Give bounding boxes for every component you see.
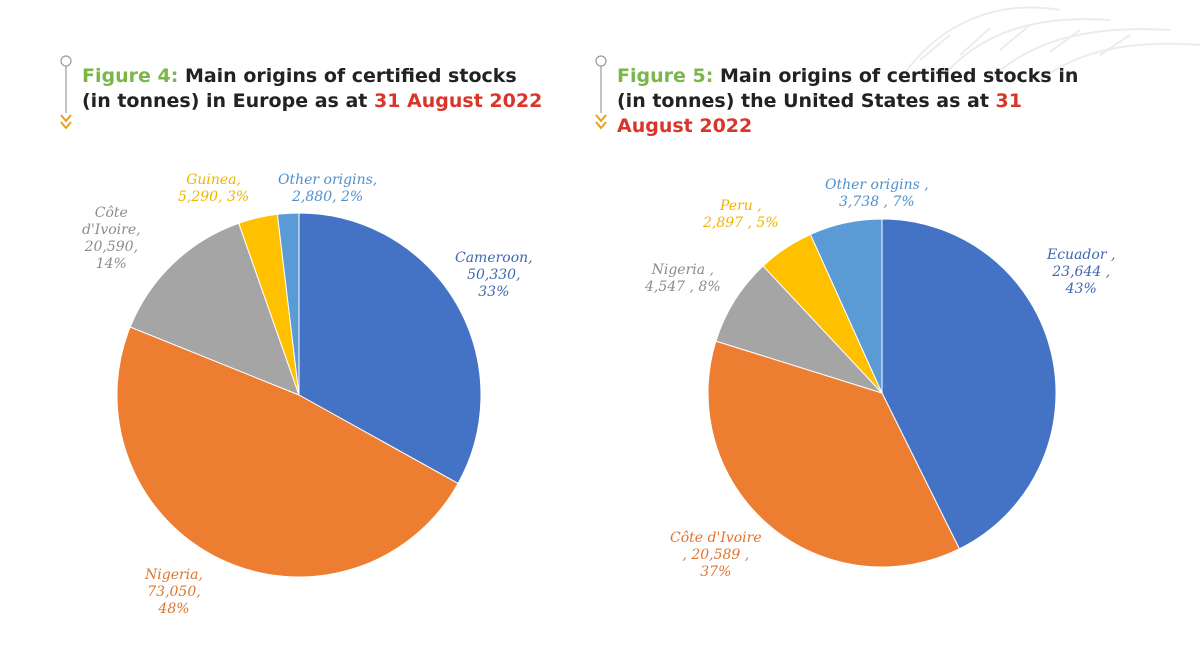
figure-title-text: Main origins of certified stocks (in ton… bbox=[82, 65, 517, 112]
pie-slice-nigeria bbox=[715, 265, 884, 395]
slice-label-cameroon: Cameroon, 50,330, 33% bbox=[455, 250, 533, 301]
label-value: 23,644 , bbox=[1052, 264, 1111, 280]
pie-chart-europe bbox=[116, 212, 482, 578]
slice-label-ecuador: Ecuador , 23,644 , 43% bbox=[1047, 247, 1115, 298]
figure-title: Figure 4: Main origins of certified stoc… bbox=[82, 64, 552, 114]
label-name: Nigeria, bbox=[145, 567, 203, 583]
label-value: 50,330, bbox=[467, 267, 521, 283]
label-name: Ecuador , bbox=[1047, 247, 1116, 263]
figure-number: Figure 4: bbox=[82, 65, 179, 87]
label-pct: 48% bbox=[158, 601, 190, 617]
label-value-2: 20,590, bbox=[84, 239, 139, 255]
slice-label-guinea: Guinea, 5,290, 3% bbox=[178, 172, 249, 206]
pie-slice-cameroon bbox=[298, 212, 482, 485]
label-pct: 43% bbox=[1065, 281, 1097, 297]
pie-slice-c-te-d-ivoire bbox=[129, 222, 300, 396]
label-name: Côte bbox=[94, 205, 128, 221]
label-name: Peru , bbox=[719, 198, 762, 214]
slice-label-other-origins: Other origins, 2,880, 2% bbox=[278, 172, 377, 206]
title-marker-icon bbox=[60, 55, 72, 130]
slice-label-cote-divoire: Côte d'Ivoire , 20,589 , 37% bbox=[670, 530, 762, 581]
pie-slice-nigeria bbox=[116, 326, 459, 578]
pie-chart-united-states bbox=[707, 218, 1057, 568]
figure-4-panel: Figure 4: Main origins of certified stoc… bbox=[50, 0, 610, 659]
pie-slice-c-te-d-ivoire bbox=[707, 340, 961, 568]
leaf-watermark bbox=[899, 6, 1200, 80]
label-value: 4,547 , 8% bbox=[645, 279, 721, 295]
label-value: 2,880, 2% bbox=[292, 189, 364, 205]
slice-label-nigeria: Nigeria , 4,547 , 8% bbox=[645, 262, 721, 296]
figure-title: Figure 5: Main origins of certified stoc… bbox=[617, 64, 1087, 139]
figure-date: 31 August 2022 bbox=[373, 90, 543, 112]
label-value: , 20,589 , bbox=[682, 547, 750, 563]
title-marker-icon bbox=[595, 55, 607, 130]
label-pct: 33% bbox=[478, 284, 510, 300]
slice-label-peru: Peru , 2,897 , 5% bbox=[703, 198, 779, 232]
label-value: 73,050, bbox=[147, 584, 201, 600]
figure-5-panel: Figure 5: Main origins of certified stoc… bbox=[585, 0, 1145, 659]
label-value: 2,897 , 5% bbox=[703, 215, 779, 231]
label-value: d'Ivoire, bbox=[82, 222, 141, 238]
label-value: 5,290, 3% bbox=[178, 189, 250, 205]
label-name: Other origins , bbox=[825, 177, 929, 193]
label-name: Nigeria , bbox=[651, 262, 715, 278]
label-pct: 14% bbox=[95, 256, 127, 272]
pie-slice-other-origins bbox=[276, 212, 300, 396]
slice-label-cote-divoire: Côte d'Ivoire, 20,590, 14% bbox=[82, 205, 141, 273]
figure-number: Figure 5: bbox=[617, 65, 714, 87]
label-pct: 37% bbox=[700, 564, 732, 580]
slice-label-other-origins: Other origins , 3,738 , 7% bbox=[825, 177, 929, 211]
label-name: Côte d'Ivoire bbox=[670, 530, 762, 546]
figure-title-text: Main origins of certified stocks in (in … bbox=[617, 65, 1079, 112]
pie-slice-other-origins bbox=[809, 218, 883, 394]
figure-date: 31 August 2022 bbox=[617, 90, 1022, 137]
label-value: 3,738 , 7% bbox=[839, 194, 915, 210]
slice-label-nigeria: Nigeria, 73,050, 48% bbox=[145, 567, 203, 618]
label-name: Guinea, bbox=[186, 172, 241, 188]
label-name: Cameroon, bbox=[455, 250, 533, 266]
pie-slice-ecuador bbox=[881, 218, 1057, 550]
label-name: Other origins, bbox=[278, 172, 378, 188]
